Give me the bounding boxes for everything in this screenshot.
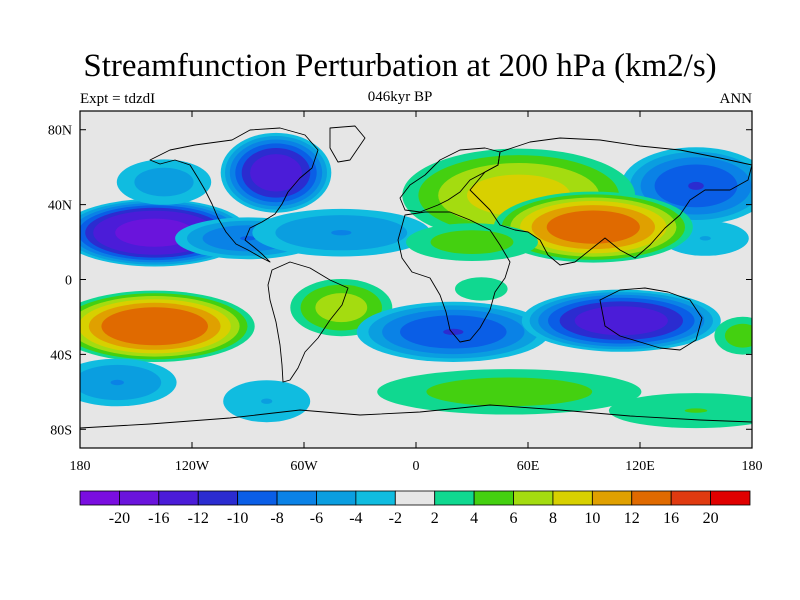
contour-band-9-4 [430,230,514,255]
contour-band-6-m4 [699,236,711,241]
contour-band-1-m8 [240,236,256,241]
colorbar-label: 12 [624,510,640,527]
season-label: ANN [719,91,753,107]
colorbar-swatch [591,490,633,506]
contour-band-14-m12 [574,306,668,336]
lat-tick-label: 0 [65,274,72,289]
colorbar-label: 10 [584,510,600,527]
colorbar-label: -4 [349,510,362,527]
coastline-australia [599,287,703,351]
contour-band-13-m10 [443,328,464,335]
colorbar-swatch [276,490,317,506]
contour-band-2-m6 [331,230,352,236]
time-label: 046kyr BP [367,89,433,105]
coastlines [80,125,752,429]
colorbar-label: -12 [188,510,209,527]
contour-band-12-2 [455,277,508,301]
colorbar-label: 8 [549,510,557,527]
colorbar-swatch [119,490,160,506]
lat-tick-label: 80N [48,124,72,139]
coastline-north-america [149,127,319,263]
contour-band-11-6 [315,293,368,323]
colorbar-label: 6 [510,510,518,527]
colorbar-label: -20 [109,510,130,527]
colorbar-swatch [316,490,357,506]
colorbar: -20 -16 -12 -10 -8 -6 -4 -2 2 4 6 8 10 12 16 20 [79,490,751,527]
plot-title: Streamfunction Perturbation at 200 hPa (… [83,48,717,84]
colorbar-label: -2 [389,510,402,527]
contour-band-10-12 [101,307,208,346]
lon-tick-label: 180 [70,459,91,474]
lat-tick-label: 80S [50,423,72,438]
lon-tick-label: 120E [625,459,655,474]
colorbar-swatch [631,490,672,506]
lon-tick-label: 180 [742,459,763,474]
contour-band-18-2 [608,393,752,429]
coastline-africa [397,211,511,343]
colorbar-label: 20 [703,510,719,527]
colorbar-label: 16 [663,510,679,527]
latitude-axis: 80N 40N 0 40S 80S [48,124,752,438]
colorbar-swatch [473,490,514,506]
longitude-axis: 180 120W 60W 0 60E 120E 180 [70,111,763,474]
lon-tick-label: 60W [290,459,318,474]
colorbar-swatch [394,490,436,506]
lon-tick-label: 60E [517,459,540,474]
coastline-antarctica [80,404,752,429]
colorbar-swatch [197,490,239,506]
contour-band-17-4 [426,377,593,407]
colorbar-label: -8 [270,510,283,527]
lat-tick-label: 40S [50,348,72,363]
contour-band-8-12 [546,210,640,244]
contour-band-5-m10 [688,181,704,190]
colorbar-swatch [710,490,751,506]
colorbar-label: -16 [148,510,169,527]
contour-band-4-m4 [134,167,194,197]
coastline-greenland [329,125,366,163]
colorbar-swatch [670,490,711,506]
colorbar-label: -6 [310,510,323,527]
colorbar-swatch [513,490,554,506]
contour-band-15-m6 [110,379,125,386]
colorbar-swatch [552,490,593,506]
streamfunction-field [80,132,752,429]
experiment-label: Expt = tdzdI [80,91,156,107]
colorbar-swatch [158,490,199,506]
contour-band-3-m12 [250,154,302,192]
coastline-asia [469,137,752,266]
colorbar-swatch [355,490,396,506]
lon-tick-label: 0 [413,459,420,474]
lon-tick-label: 120W [175,459,210,474]
colorbar-swatch [434,490,475,506]
colorbar-swatch [237,490,278,506]
colorbar-swatch [79,490,120,506]
contour-band-0-m16 [115,218,195,247]
contour-band-18-4 [684,408,708,413]
coastline-south-america [267,261,349,383]
colorbar-label: 2 [431,510,439,527]
contour-band-16-m4 [261,398,273,404]
colorbar-label: 4 [470,510,478,527]
contour-band-19-4 [724,323,752,348]
lat-tick-label: 40N [48,199,72,214]
colorbar-label: -10 [227,510,248,527]
